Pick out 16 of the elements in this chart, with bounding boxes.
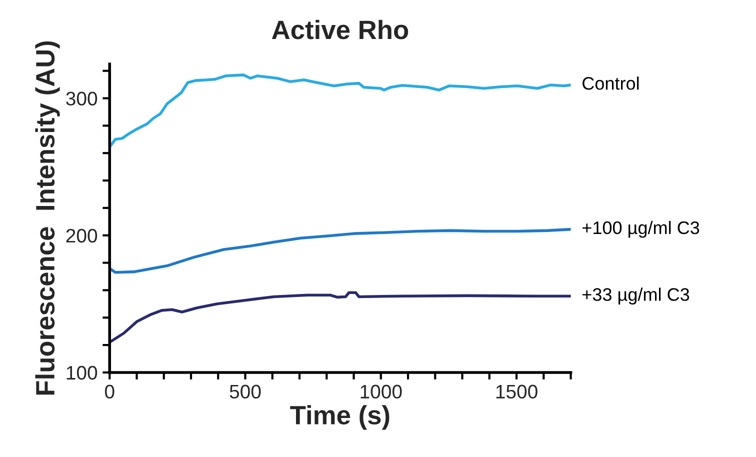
x-tick-label: 1000 [360,384,402,399]
series-label: Control [582,76,639,90]
line-series [110,291,571,344]
x-tick-label: 0 [104,384,114,399]
series-label: +33 µg/ml C3 [582,288,690,305]
chart-title: Active Rho [272,20,408,40]
y-tick-label: 200 [66,228,98,243]
x-tick-label: 500 [230,384,261,399]
y-tick-label: 100 [66,366,98,380]
line-series [110,228,571,274]
line-series [110,74,571,148]
x-axis-title: Time (s) [290,405,390,430]
series-label: +100 µg/ml C3 [582,220,700,238]
y-axis-title: Fluorescence Intensity (AU) [35,41,60,395]
y-tick-label: 300 [66,92,98,106]
x-tick-label: 1500 [496,384,538,399]
